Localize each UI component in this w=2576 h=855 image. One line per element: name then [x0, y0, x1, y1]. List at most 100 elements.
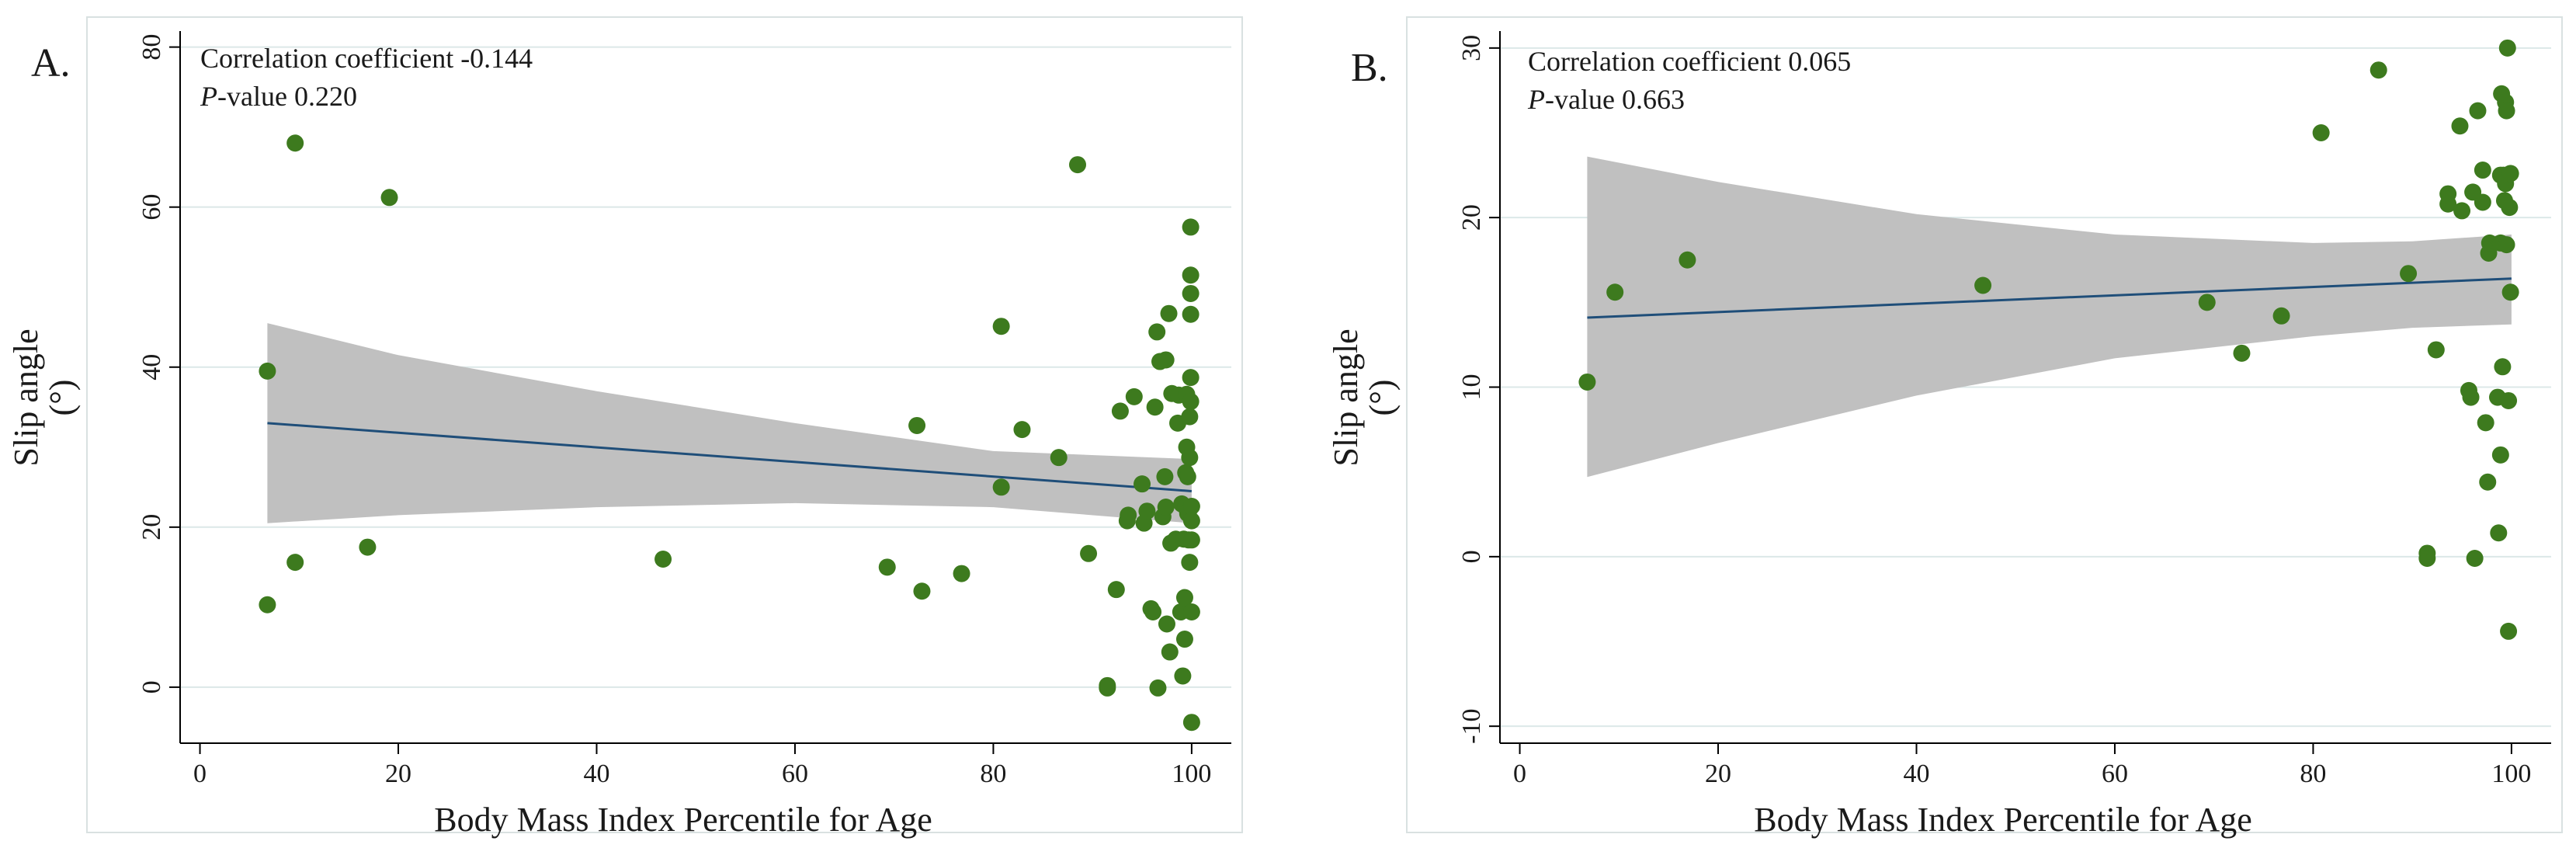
panel-b-xlabel: Body Mass Index Percentile for Age: [1754, 801, 2252, 839]
panel-a-x-tick-label: 40: [583, 759, 609, 788]
panel-b-y-tick-label: -10: [1457, 709, 1486, 744]
panel-a-ylabel-unit: (°): [43, 380, 81, 416]
panel-a-frame: [86, 16, 1243, 833]
panel-a-fit-line: [267, 422, 1193, 492]
panel-a-p-italic: P: [200, 81, 217, 112]
panel-a-data-point: [1107, 581, 1125, 599]
panel-a-data-point: [1157, 499, 1175, 516]
panel-a-data-point: [1182, 305, 1199, 323]
panel-b-data-point: [2498, 39, 2516, 57]
panel-a-p-rest: -value 0.220: [217, 81, 357, 112]
panel-a-y-tick-label: 40: [137, 354, 166, 381]
panel-b-ylabel: Slip angle: [1327, 328, 1365, 466]
panel-b-data-point: [2500, 622, 2518, 640]
panel-b-data-point: [2501, 283, 2519, 301]
panel-a-data-point: [908, 416, 926, 434]
panel-a-x-tick-label: 20: [385, 759, 411, 788]
panel-a-data-point: [1161, 643, 1179, 661]
panel-a-data-point: [1182, 369, 1199, 387]
panel-a-data-point: [1125, 388, 1143, 405]
panel-a-data-point: [1120, 506, 1137, 524]
panel-a-data-point: [1160, 304, 1178, 322]
panel-b-data-point: [2479, 473, 2497, 491]
panel-a-data-point: [259, 362, 276, 380]
panel-b-fit-line: [1587, 277, 2512, 319]
panel-b-y-tick-label: 20: [1457, 204, 1486, 231]
panel-b-p-rest: -value 0.663: [1545, 84, 1685, 115]
panel-a-data-point: [1182, 512, 1200, 530]
panel-a-data-point: [1182, 393, 1199, 411]
panel-a-data-point: [1157, 351, 1175, 369]
panel-b: B. -10 0 10 20 30 0 20 40 60 80 100 Correlation co…: [1327, 16, 2563, 839]
panel-a-data-point: [1050, 449, 1068, 467]
panel-b-data-point: [2474, 193, 2491, 211]
panel-a-data-point: [1149, 679, 1167, 697]
panel-a-x-tick-label: 100: [1172, 759, 1211, 788]
panel-a-data-point: [913, 582, 931, 600]
panel-b-data-point: [2400, 265, 2418, 283]
panel-a-data-point: [1175, 589, 1193, 606]
panel-a-ylabel: Slip angle: [7, 328, 45, 466]
panel-b-label: B.: [1351, 46, 1388, 90]
panel-a-data-point: [1146, 398, 1164, 416]
panel-a-data-point: [1181, 449, 1199, 467]
panel-b-data-point: [1679, 251, 1696, 269]
panel-b-data-point: [1578, 373, 1596, 391]
panel-b-data-point: [2312, 124, 2330, 141]
panel-a-data-point: [953, 565, 970, 582]
panel-b-data-point: [2451, 117, 2469, 135]
panel-b-data-point: [1606, 283, 1624, 301]
panel-b-data-point: [2498, 236, 2515, 254]
panel-b-data-point: [2500, 391, 2518, 409]
panel-b-data-point: [2490, 524, 2508, 542]
panel-a-data-point: [1013, 421, 1031, 439]
panel-a-data-point: [1182, 284, 1199, 302]
panel-b-data-point: [2369, 61, 2387, 79]
panel-a-x-tick-label: 80: [980, 759, 1006, 788]
panel-a-data-point: [1134, 475, 1151, 493]
panel-a-data-point: [286, 134, 304, 152]
panel-a-data-point: [1175, 631, 1193, 648]
panel-b-data-point: [2501, 165, 2519, 182]
panel-a-data-point: [1182, 603, 1200, 621]
panel-a-data-point: [1080, 544, 1098, 562]
panel-b-plot: -10 0 10 20 30 0 20 40 60 80 100: [1457, 31, 2551, 788]
panel-a-data-point: [359, 538, 377, 556]
panel-b-data-point: [2466, 550, 2484, 568]
panel-a-data-point: [1069, 156, 1087, 174]
panel-b-data-point: [2469, 102, 2487, 120]
panel-b-data-point: [2494, 358, 2512, 376]
panel-b-x-tick-label: 20: [1705, 759, 1731, 788]
panel-a-data-point: [1144, 603, 1162, 621]
panel-a-data-point: [992, 478, 1010, 496]
panel-a-p-value: P-value 0.220: [200, 81, 357, 112]
panel-a-data-point: [1138, 502, 1156, 520]
panel-b-y-tick-label: 0: [1457, 550, 1486, 563]
panel-b-x-tick-label: 40: [1903, 759, 1929, 788]
panel-b-data-point: [2453, 202, 2471, 220]
panel-b-x-tick-label: 100: [2491, 759, 2531, 788]
panel-b-data-point: [2418, 550, 2436, 568]
panel-b-ylabel-unit: (°): [1363, 380, 1401, 416]
panel-a-confidence-band: [267, 323, 1192, 523]
panel-b-y-tick-label: 10: [1457, 374, 1486, 401]
panel-b-data-point: [2198, 294, 2216, 311]
panel-b-data-point: [2477, 414, 2494, 432]
panel-a-data-point: [1182, 218, 1199, 236]
panel-a-y-tick-label: 60: [137, 194, 166, 221]
panel-b-x-tick-label: 0: [1513, 759, 1526, 788]
panel-b-data-point: [2439, 195, 2457, 213]
panel-a-data-point: [1174, 667, 1192, 685]
panel-a-x-tick-label: 0: [193, 759, 207, 788]
panel-b-confidence-band: [1587, 156, 2512, 478]
panel-b-p-italic: P: [1527, 84, 1545, 115]
panel-a-xlabel: Body Mass Index Percentile for Age: [434, 801, 932, 839]
panel-b-data-point: [2501, 199, 2519, 217]
panel-a-data-point: [1148, 323, 1166, 341]
panel-a-data-point: [1182, 266, 1199, 284]
panel-a-data-point: [1158, 615, 1175, 633]
panel-a-y-tick-label: 80: [137, 34, 166, 61]
panel-a-label: A.: [31, 41, 71, 85]
panel-a-data-point: [1111, 402, 1129, 420]
